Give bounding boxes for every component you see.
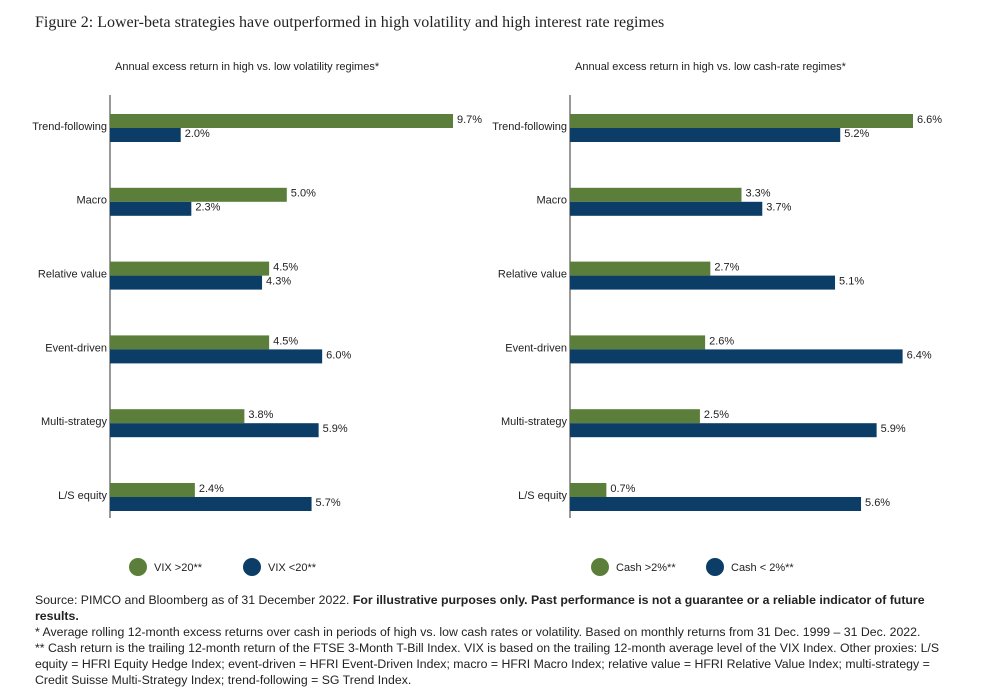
- bar: [570, 275, 836, 290]
- bar: [570, 423, 877, 438]
- value-label: 5.1%: [839, 276, 864, 288]
- category-label: L/S equity: [58, 490, 107, 502]
- bar: [110, 335, 270, 350]
- legend-marker: [706, 558, 724, 576]
- legend-label: Cash < 2%**: [731, 562, 794, 574]
- legend-label: Cash >2%**: [616, 562, 676, 574]
- value-label: 4.5%: [273, 262, 298, 274]
- bar: [110, 187, 287, 202]
- value-label: 5.0%: [291, 188, 316, 200]
- bar: [570, 349, 903, 364]
- bar: [110, 349, 323, 364]
- value-label: 3.7%: [766, 202, 791, 214]
- value-label: 5.7%: [316, 497, 341, 509]
- legend-marker: [129, 558, 147, 576]
- legend-marker: [591, 558, 609, 576]
- category-label: Relative value: [38, 269, 107, 281]
- legend-marker: [243, 558, 261, 576]
- bar: [110, 497, 312, 511]
- bar: [110, 201, 192, 216]
- value-label: 5.9%: [323, 423, 348, 435]
- bar: [570, 335, 706, 350]
- value-label: 2.6%: [709, 335, 734, 347]
- category-label: Relative value: [498, 269, 567, 281]
- bar: [110, 275, 263, 290]
- category-label: Event-driven: [45, 342, 107, 354]
- value-label: 5.9%: [881, 423, 906, 435]
- chart-title: Annual excess return in high vs. low vol…: [115, 61, 380, 73]
- chart-title: Annual excess return in high vs. low cas…: [575, 61, 847, 73]
- bar: [110, 483, 195, 497]
- value-label: 9.7%: [457, 114, 482, 126]
- category-label: Trend-following: [492, 121, 567, 133]
- value-label: 5.6%: [865, 497, 890, 509]
- bar: [110, 423, 319, 438]
- value-label: 5.2%: [844, 128, 869, 140]
- bar: [570, 409, 700, 424]
- bar: [570, 187, 742, 202]
- value-label: 2.4%: [199, 483, 224, 495]
- value-label: 3.3%: [746, 188, 771, 200]
- note: * Average rolling 12-month excess return…: [35, 625, 921, 639]
- value-label: 2.7%: [714, 262, 739, 274]
- category-label: Macro: [76, 195, 107, 207]
- legend-label: VIX <20**: [268, 562, 317, 574]
- category-label: Multi-strategy: [41, 416, 108, 428]
- category-label: Multi-strategy: [501, 416, 568, 428]
- bar: [570, 201, 763, 216]
- category-label: Trend-following: [32, 121, 107, 133]
- figure-title: Figure 2: Lower-beta strategies have out…: [35, 14, 665, 31]
- disclaimer: For illustrative purposes only. Past per…: [35, 593, 925, 623]
- value-label: 4.3%: [266, 276, 291, 288]
- bar: [570, 497, 862, 511]
- value-label: 6.4%: [907, 349, 932, 361]
- bar: [570, 128, 841, 142]
- charts: Annual excess return in high vs. low vol…: [32, 61, 942, 576]
- value-label: 2.5%: [704, 409, 729, 421]
- value-label: 6.6%: [917, 114, 942, 126]
- category-label: Event-driven: [505, 342, 567, 354]
- legend-label: VIX >20**: [154, 562, 203, 574]
- bar: [110, 114, 453, 128]
- bar: [110, 261, 270, 276]
- source: Source: PIMCO and Bloomberg as of 31 Dec…: [35, 593, 350, 607]
- value-label: 3.8%: [248, 409, 273, 421]
- bar: [110, 409, 245, 424]
- value-label: 2.0%: [185, 128, 210, 140]
- value-label: 4.5%: [273, 335, 298, 347]
- bar: [110, 128, 181, 142]
- footnotes: Source: PIMCO and Bloomberg as of 31 Dec…: [35, 592, 960, 688]
- bar: [570, 483, 607, 497]
- category-label: L/S equity: [518, 490, 567, 502]
- bar: [570, 261, 711, 276]
- source-line: Source: PIMCO and Bloomberg as of 31 Dec…: [35, 592, 960, 624]
- value-label: 6.0%: [326, 349, 351, 361]
- value-label: 0.7%: [610, 483, 635, 495]
- category-label: Macro: [536, 195, 567, 207]
- note: ** Cash return is the trailing 12-month …: [35, 641, 940, 687]
- value-label: 2.3%: [195, 202, 220, 214]
- bar: [570, 114, 913, 128]
